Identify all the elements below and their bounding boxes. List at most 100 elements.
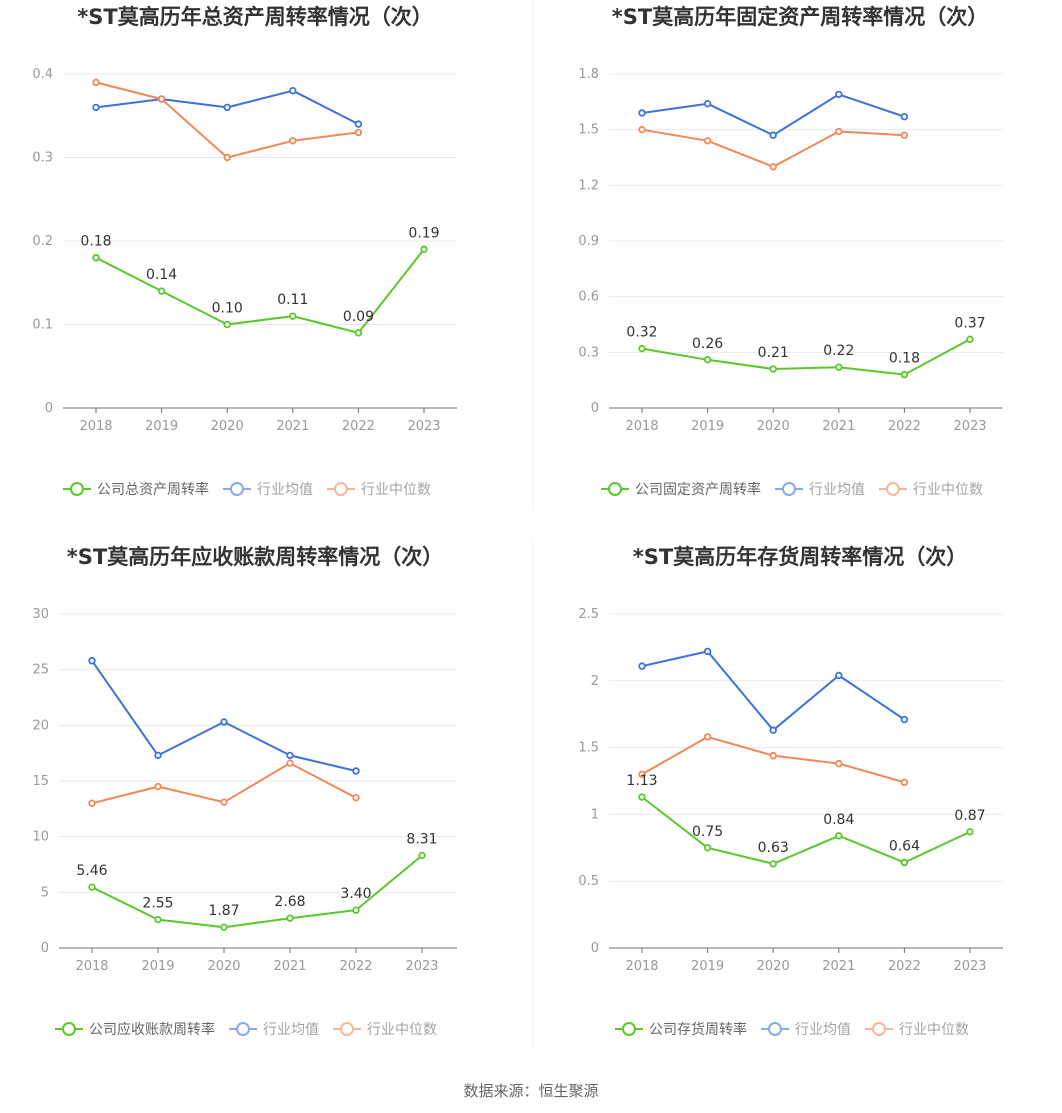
data-point-company	[289, 312, 297, 320]
y-tick-label: 2	[591, 674, 599, 689]
data-point-industry_avg	[769, 726, 777, 734]
data-point-industry_avg	[900, 112, 909, 121]
legend-marker	[886, 482, 900, 496]
data-point-company	[352, 906, 360, 914]
chart-panel-2: *ST莫高历年固定资产周转率情况（次） 0 0.3 0.6 0.9 1.2 1.5 1.8 20…	[578, 5, 1003, 498]
data-label: 0.10	[212, 301, 243, 317]
data-label: 0.26	[692, 336, 723, 352]
data-point-company	[638, 344, 646, 353]
legend-label: 行业中位数	[367, 1022, 437, 1038]
data-label: 0.19	[408, 225, 439, 241]
chart-title: *ST莫高历年应收账款周转率情况（次）	[67, 545, 443, 569]
data-label: 0.87	[954, 808, 985, 824]
data-point-company	[157, 287, 166, 295]
legend-label: 行业均值	[795, 1022, 851, 1038]
series-line-industry_avg	[641, 650, 905, 732]
x-tick-label: 2018	[75, 959, 108, 974]
data-label: 2.55	[142, 896, 173, 912]
legend-marker	[70, 482, 84, 496]
data-point-company	[703, 356, 712, 364]
data-label: 2.68	[274, 894, 305, 910]
x-tick-label: 2022	[888, 959, 921, 974]
data-point-industry_median	[835, 127, 843, 136]
legend-marker	[608, 482, 622, 496]
x-tick-label: 2023	[407, 419, 440, 434]
data-label: 5.46	[76, 863, 107, 879]
data-label: 0.63	[758, 840, 789, 856]
y-tick-label: 0	[45, 401, 53, 416]
y-tick-label: 0.1	[32, 318, 53, 333]
data-label: 0.32	[626, 325, 657, 341]
chart-title: *ST莫高历年总资产周转率情况（次）	[77, 5, 432, 29]
legend-label: 公司应收账款周转率	[89, 1021, 215, 1038]
data-point-industry_avg	[223, 103, 231, 112]
data-point-industry_median	[900, 778, 909, 787]
legend-label: 公司总资产周转率	[97, 481, 209, 498]
y-tick-label: 25	[32, 663, 49, 678]
y-tick-label: 1.5	[578, 123, 599, 138]
data-point-company	[354, 329, 363, 337]
x-tick-label: 2020	[207, 959, 240, 974]
data-point-industry_avg	[835, 90, 843, 99]
y-tick-label: 0.6	[578, 290, 599, 305]
legend-item-industry_avg: 行业均值	[775, 482, 865, 498]
legend-item-industry_avg: 行业均值	[223, 482, 313, 498]
series-line-industry_avg	[91, 660, 357, 772]
legend-label: 行业中位数	[899, 1022, 969, 1038]
data-point-company	[900, 858, 909, 867]
legend-label: 公司存货周转率	[649, 1021, 747, 1038]
data-point-industry_avg	[900, 715, 909, 724]
data-point-industry_median	[154, 782, 162, 791]
x-tick-label: 2022	[339, 959, 372, 974]
x-tick-label: 2018	[79, 419, 112, 434]
data-point-industry_median	[352, 794, 360, 802]
x-tick-label: 2020	[211, 419, 244, 434]
series-line-company	[641, 796, 971, 865]
data-label: 8.31	[406, 831, 437, 847]
data-source-note: 数据来源：恒生聚源	[463, 1082, 598, 1100]
x-tick-label: 2019	[691, 959, 724, 974]
x-tick-label: 2021	[822, 419, 855, 434]
y-tick-label: 5	[41, 885, 49, 900]
legend-label: 行业中位数	[913, 482, 983, 498]
x-tick-label: 2020	[757, 959, 790, 974]
legend-item-company: 公司存货周转率	[615, 1021, 747, 1038]
data-point-company	[966, 828, 974, 836]
series-line-company	[95, 248, 425, 334]
x-tick-label: 2021	[822, 959, 855, 974]
series-line-industry_avg	[641, 93, 905, 137]
data-point-industry_median	[769, 163, 777, 171]
data-point-company	[154, 915, 162, 924]
data-point-industry_median	[703, 733, 712, 741]
data-point-industry_avg	[289, 86, 297, 95]
y-tick-label: 10	[32, 830, 49, 845]
x-tick-label: 2023	[953, 959, 986, 974]
data-point-company	[220, 923, 228, 931]
data-label: 0.37	[954, 315, 985, 331]
data-label: 1.87	[208, 903, 239, 919]
x-tick-label: 2022	[888, 419, 921, 434]
chart-title: *ST莫高历年存货周转率情况（次）	[633, 545, 967, 569]
y-tick-label: 0.3	[578, 345, 599, 360]
x-tick-label: 2021	[273, 959, 306, 974]
x-tick-label: 2023	[405, 959, 438, 974]
x-tick-label: 2020	[757, 419, 790, 434]
data-point-industry_median	[223, 153, 231, 162]
legend-marker	[340, 1022, 354, 1036]
chart-panel-3: *ST莫高历年应收账款周转率情况（次） 0 5 10 15 20 25 30 2018 2019 2…	[32, 545, 457, 1038]
legend-item-company: 公司应收账款周转率	[55, 1021, 215, 1038]
data-point-industry_avg	[769, 131, 777, 139]
data-point-industry_median	[835, 759, 843, 768]
legend-marker	[230, 482, 244, 496]
data-point-company	[223, 320, 231, 329]
data-label: 0.18	[80, 234, 111, 250]
legend-label: 行业均值	[257, 482, 313, 498]
x-tick-label: 2019	[141, 959, 174, 974]
y-tick-label: 0	[591, 401, 599, 416]
series-line-industry_median	[91, 762, 357, 805]
data-point-company	[769, 860, 777, 868]
data-point-industry_avg	[638, 662, 646, 670]
legend-item-company: 公司固定资产周转率	[601, 481, 761, 498]
chart-panel-1: *ST莫高历年总资产周转率情况（次） 0 0.1 0.2 0.3 0.4 2018 2019 2…	[32, 5, 457, 498]
